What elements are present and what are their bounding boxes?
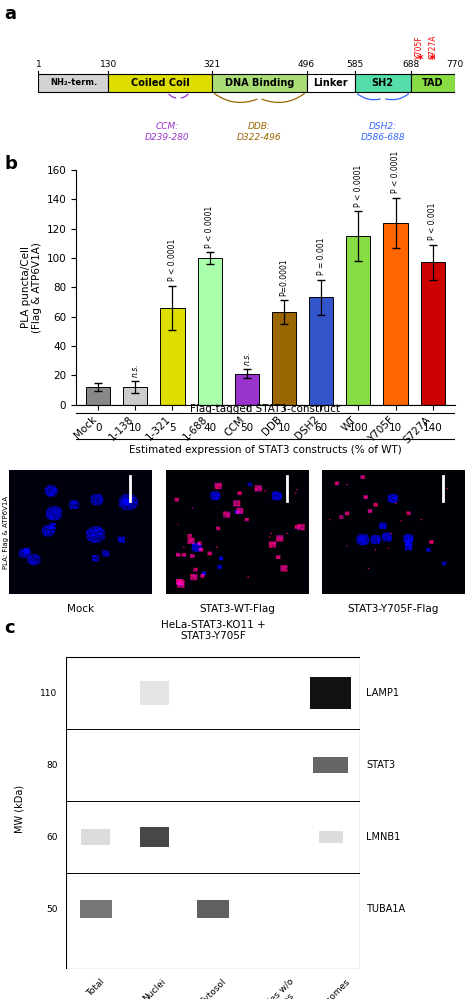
Bar xyxy=(235,374,259,405)
FancyBboxPatch shape xyxy=(355,74,410,92)
Y-axis label: PLA puncta/Cell
(Flag & ATP6V1A): PLA puncta/Cell (Flag & ATP6V1A) xyxy=(20,242,42,333)
Text: Y705F: Y705F xyxy=(415,35,424,59)
Bar xyxy=(140,827,169,847)
FancyBboxPatch shape xyxy=(38,74,109,92)
Text: 100: 100 xyxy=(348,423,368,433)
Text: Flag-tagged STAT3-construct: Flag-tagged STAT3-construct xyxy=(191,404,340,414)
Text: *: * xyxy=(428,53,435,66)
Text: 140: 140 xyxy=(423,423,443,433)
Text: c: c xyxy=(5,619,15,637)
Text: MW (kDa): MW (kDa) xyxy=(14,785,24,833)
Bar xyxy=(160,308,184,405)
Bar xyxy=(81,829,110,845)
Text: 50: 50 xyxy=(240,423,254,433)
Bar xyxy=(198,258,222,405)
Text: Mock: Mock xyxy=(67,604,94,614)
Bar xyxy=(140,681,169,705)
Text: DDB:
D322-496: DDB: D322-496 xyxy=(237,123,282,142)
FancyBboxPatch shape xyxy=(212,74,307,92)
Text: DSH2:
D586-688: DSH2: D586-688 xyxy=(361,123,405,142)
Text: 770: 770 xyxy=(447,60,464,70)
Bar xyxy=(313,757,348,773)
Text: 10: 10 xyxy=(129,423,142,433)
Text: 110: 110 xyxy=(40,688,57,698)
Text: TUBA1A: TUBA1A xyxy=(366,904,405,914)
Text: Organelles w/o
lysosomes: Organelles w/o lysosomes xyxy=(241,977,303,999)
Text: 496: 496 xyxy=(298,60,315,70)
Text: SH2: SH2 xyxy=(372,78,394,88)
Text: P < 0.001: P < 0.001 xyxy=(428,203,437,241)
Bar xyxy=(310,677,351,709)
Bar xyxy=(346,236,371,405)
Bar xyxy=(80,900,112,918)
Text: P=0.0001: P=0.0001 xyxy=(280,259,289,296)
Bar xyxy=(123,387,147,405)
Text: 585: 585 xyxy=(346,60,364,70)
Text: 60: 60 xyxy=(46,832,57,842)
Text: STAT3-WT-Flag: STAT3-WT-Flag xyxy=(199,604,275,614)
Text: NH₂-term.: NH₂-term. xyxy=(50,78,97,88)
Text: LMNB1: LMNB1 xyxy=(366,832,401,842)
Bar xyxy=(383,223,408,405)
Text: Nuclei: Nuclei xyxy=(141,977,168,999)
FancyBboxPatch shape xyxy=(109,74,212,92)
Text: 688: 688 xyxy=(402,60,419,70)
Text: STAT3-Y705F-Flag: STAT3-Y705F-Flag xyxy=(348,604,439,614)
Bar xyxy=(197,900,229,918)
Text: Coiled Coil: Coiled Coil xyxy=(131,78,190,88)
Text: Lysosomes: Lysosomes xyxy=(310,977,351,999)
Text: P < 0.0001: P < 0.0001 xyxy=(391,151,400,194)
Bar xyxy=(319,831,343,843)
Text: 0: 0 xyxy=(95,423,101,433)
Text: PLA: Flag & ATP6V1A
Lysosomes  Merge: PLA: Flag & ATP6V1A Lysosomes Merge xyxy=(3,496,16,568)
Text: Cytosol: Cytosol xyxy=(198,977,228,999)
Bar xyxy=(272,312,296,405)
Text: P < 0.0001: P < 0.0001 xyxy=(354,164,363,207)
Text: 80: 80 xyxy=(46,760,57,770)
Text: S727A: S727A xyxy=(429,34,438,59)
Text: Estimated expression of STAT3 constructs (% of WT): Estimated expression of STAT3 constructs… xyxy=(129,446,402,456)
Text: 50: 50 xyxy=(46,904,57,914)
Text: STAT3: STAT3 xyxy=(366,760,395,770)
Text: P = 0.001: P = 0.001 xyxy=(317,238,326,276)
Text: CCM:
D239-280: CCM: D239-280 xyxy=(145,123,190,142)
Text: 10: 10 xyxy=(277,423,291,433)
Text: HeLa-STAT3-KO11 +
STAT3-Y705F: HeLa-STAT3-KO11 + STAT3-Y705F xyxy=(161,619,265,641)
Text: P < 0.0001: P < 0.0001 xyxy=(168,239,177,282)
Text: Total: Total xyxy=(85,977,106,998)
Text: *: * xyxy=(417,53,423,66)
Text: P < 0.0001: P < 0.0001 xyxy=(205,206,214,248)
Text: 5: 5 xyxy=(169,423,176,433)
FancyBboxPatch shape xyxy=(410,74,455,92)
Text: b: b xyxy=(5,155,18,173)
Bar xyxy=(309,298,333,405)
Text: 321: 321 xyxy=(203,60,220,70)
Bar xyxy=(420,263,445,405)
Text: a: a xyxy=(5,5,17,23)
Text: 60: 60 xyxy=(315,423,328,433)
FancyBboxPatch shape xyxy=(307,74,355,92)
Text: Linker: Linker xyxy=(313,78,348,88)
Text: n.s.: n.s. xyxy=(131,363,140,377)
Text: 1: 1 xyxy=(36,60,41,70)
Text: 130: 130 xyxy=(100,60,117,70)
Bar xyxy=(86,387,110,405)
Text: 40: 40 xyxy=(203,423,216,433)
Text: 10: 10 xyxy=(389,423,402,433)
Text: DNA Binding: DNA Binding xyxy=(225,78,294,88)
Text: LAMP1: LAMP1 xyxy=(366,688,399,698)
Text: TAD: TAD xyxy=(422,78,444,88)
Text: n.s.: n.s. xyxy=(242,352,251,365)
